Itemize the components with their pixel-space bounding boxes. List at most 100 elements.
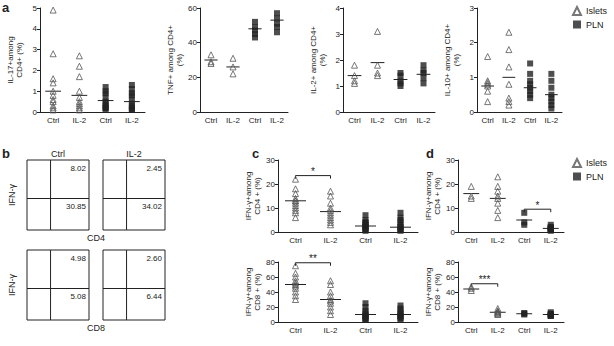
svg-text:IL-2: IL-2 [324,236,338,245]
svg-text:a: a [2,0,10,15]
svg-text:IL-2: IL-2 [417,116,431,125]
svg-text:Ctrl: Ctrl [465,326,478,335]
svg-text:30: 30 [266,156,275,165]
svg-text:IFN-γ+among: IFN-γ+among [244,172,253,221]
svg-text:3: 3 [336,30,341,39]
svg-text:8.02: 8.02 [70,164,86,173]
svg-text:IFN-γ: IFN-γ [7,274,17,296]
svg-text:*: * [311,166,315,177]
svg-text:Ctrl: Ctrl [249,116,262,125]
svg-text:5.08: 5.08 [70,292,86,301]
svg-text:**: ** [309,253,317,264]
svg-text:60: 60 [446,273,455,282]
svg-text:Ctrl: Ctrl [518,326,531,335]
svg-text:60: 60 [188,4,197,13]
svg-text:IL-17+among: IL-17+among [6,36,15,83]
svg-text:Islets: Islets [586,6,608,16]
svg-text:IL-2: IL-2 [125,116,139,125]
svg-text:30.85: 30.85 [66,202,87,211]
svg-text:Ctrl: Ctrl [359,236,372,245]
svg-text:IL-2: IL-2 [371,116,385,125]
svg-text:CD4 + (%): CD4 + (%) [253,177,262,215]
svg-text:60: 60 [266,273,275,282]
svg-text:CD8 + (%): CD8 + (%) [433,273,442,311]
svg-text:IL-2: IL-2 [502,116,516,125]
svg-text:Ctrl: Ctrl [348,116,361,125]
svg-text:2: 2 [33,66,38,75]
svg-text:IL-2: IL-2 [394,326,408,335]
svg-text:2.60: 2.60 [146,254,162,263]
svg-text:3: 3 [33,45,38,54]
svg-text:0: 0 [33,108,38,117]
svg-text:4.98: 4.98 [70,254,86,263]
svg-text:IL-2: IL-2 [491,326,505,335]
svg-text:IL-2: IL-2 [226,116,240,125]
svg-text:Ctrl: Ctrl [481,116,494,125]
svg-text:IFN-γ+among: IFN-γ+among [244,268,253,317]
svg-text:IL-10+ among CD4+: IL-10+ among CD4+ [443,23,452,96]
svg-text:2: 2 [336,56,341,65]
svg-text:CD8: CD8 [87,323,105,333]
svg-text:Islets: Islets [586,158,608,168]
svg-text:1: 1 [336,82,341,91]
svg-text:Ctrl: Ctrl [394,116,407,125]
svg-text:6.44: 6.44 [146,292,162,301]
svg-text:CD8 + (%): CD8 + (%) [253,273,262,311]
svg-text:IL-2: IL-2 [544,236,558,245]
svg-text:b: b [2,146,10,161]
svg-text:Ctrl: Ctrl [524,116,537,125]
svg-text:0: 0 [271,318,276,327]
svg-text:IL-2: IL-2 [324,326,338,335]
svg-text:20: 20 [188,73,197,82]
svg-text:***: *** [479,274,491,285]
svg-text:Ctrl: Ctrl [289,326,302,335]
svg-text:0: 0 [470,108,475,117]
svg-text:CD4+ (%): CD4+ (%) [15,42,24,78]
svg-text:1: 1 [470,73,475,82]
svg-text:IL-2: IL-2 [491,236,505,245]
svg-text:20: 20 [266,303,275,312]
svg-text:IL-2: IL-2 [544,116,558,125]
svg-text:5: 5 [33,4,38,13]
svg-text:IL-2+ among CD4+: IL-2+ among CD4+ [309,26,318,94]
svg-text:Ctrl: Ctrl [289,236,302,245]
svg-text:4: 4 [336,4,341,13]
svg-text:Ctrl: Ctrl [47,116,60,125]
svg-text:34.02: 34.02 [142,202,163,211]
svg-text:c: c [252,146,259,161]
svg-text:IL-2: IL-2 [544,326,558,335]
svg-text:40: 40 [266,288,275,297]
svg-text:IL-2: IL-2 [394,236,408,245]
svg-text:CD4: CD4 [87,233,105,243]
svg-text:4: 4 [33,24,38,33]
svg-text:TNF+ among CD4+: TNF+ among CD4+ [166,25,175,95]
svg-text:(%): (%) [452,53,461,66]
svg-text:3: 3 [470,4,475,13]
svg-text:Ctrl: Ctrl [518,236,531,245]
svg-text:(%): (%) [318,53,327,66]
svg-text:Ctrl: Ctrl [465,236,478,245]
svg-text:IL-2: IL-2 [72,116,86,125]
svg-text:30: 30 [446,156,455,165]
svg-text:0: 0 [193,108,198,117]
svg-text:d: d [426,146,434,161]
svg-text:20: 20 [446,180,455,189]
svg-text:80: 80 [266,258,275,267]
svg-text:40: 40 [446,288,455,297]
svg-text:0: 0 [271,228,276,237]
svg-text:Ctrl: Ctrl [205,116,218,125]
svg-text:40: 40 [188,38,197,47]
svg-text:10: 10 [446,204,455,213]
svg-text:0: 0 [451,228,456,237]
svg-text:2.45: 2.45 [146,164,162,173]
svg-text:1: 1 [33,87,38,96]
svg-text:PLN: PLN [586,172,604,182]
svg-text:Ctrl: Ctrl [99,116,112,125]
svg-text:IFN-γ+among: IFN-γ+among [424,268,433,317]
svg-text:Ctrl: Ctrl [359,326,372,335]
svg-text:2: 2 [470,38,475,47]
svg-text:*: * [536,200,540,211]
svg-text:20: 20 [446,303,455,312]
svg-text:IL-2: IL-2 [126,149,142,159]
svg-text:20: 20 [266,180,275,189]
